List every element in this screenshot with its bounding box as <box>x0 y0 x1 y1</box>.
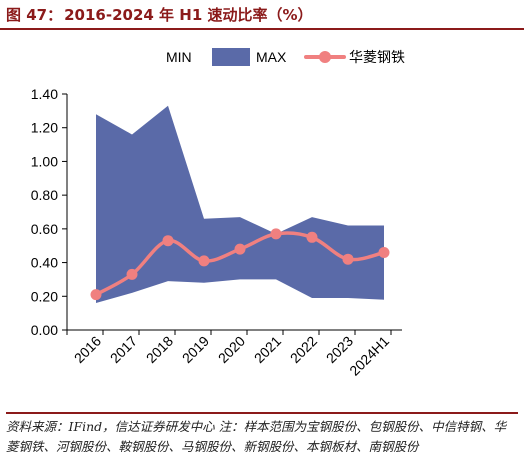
y-tick-label: 0.20 <box>31 288 58 304</box>
chart-title: 2016-2024 年 H1 速动比率（%） <box>64 5 313 24</box>
hualing-point <box>198 255 210 267</box>
legend-swatch-max <box>212 48 250 66</box>
figure-title: 图 47： 2016-2024 年 H1 速动比率（%） <box>0 0 524 30</box>
y-tick-label: 1.20 <box>31 120 58 136</box>
hualing-point <box>342 253 354 265</box>
hualing-point <box>162 235 174 247</box>
plot-area: 0.00 0.20 0.40 0.60 0.80 1.00 1.20 1.40 2016 2017… <box>31 86 402 379</box>
legend-item-max: MAX <box>212 48 287 66</box>
y-tick-label: 0.40 <box>31 255 58 271</box>
legend-item-min: MIN <box>166 49 192 65</box>
legend-label-max: MAX <box>256 49 287 65</box>
legend-swatch-marker <box>319 51 331 63</box>
y-tick-label: 0.80 <box>31 187 58 203</box>
legend-label-min: MIN <box>166 49 192 65</box>
y-tick-label: 1.40 <box>31 86 58 102</box>
x-tick-label: 2016 <box>71 333 104 366</box>
hualing-point <box>378 247 390 258</box>
chart-area: MIN MAX 华菱钢铁 0.00 0.20 0.40 0.60 0.80 1.00 1.2… <box>0 30 524 408</box>
y-tick-label: 0.60 <box>31 221 58 237</box>
hualing-point <box>306 231 318 243</box>
legend: MIN MAX 华菱钢铁 <box>166 48 405 66</box>
x-tick-label: 2020 <box>215 333 248 366</box>
y-tick-label: 0.00 <box>31 322 58 338</box>
legend-label-hualing: 华菱钢铁 <box>349 49 405 65</box>
figure-label: 图 47： <box>6 5 63 24</box>
y-tick-label: 1.00 <box>31 153 58 169</box>
hualing-point <box>234 243 246 255</box>
source-text: 资料来源：IFind，信达证券研发中心 注：样本范围为宝钢股份、包钢股份、中信特… <box>6 419 507 454</box>
x-tick-label: 2024H1 <box>346 333 392 379</box>
x-tick-label: 2018 <box>143 333 176 366</box>
x-tick-label: 2022 <box>287 333 320 366</box>
quick-ratio-chart: MIN MAX 华菱钢铁 0.00 0.20 0.40 0.60 0.80 1.00 1.2… <box>31 48 405 379</box>
legend-item-hualing: 华菱钢铁 <box>304 49 405 65</box>
min-max-band <box>96 105 384 303</box>
source-note: 资料来源：IFind，信达证券研发中心 注：样本范围为宝钢股份、包钢股份、中信特… <box>6 412 518 457</box>
hualing-point <box>126 268 138 280</box>
x-tick-label: 2017 <box>107 333 140 366</box>
x-tick-label: 2019 <box>179 333 212 366</box>
hualing-point <box>90 289 102 301</box>
hualing-point <box>270 228 282 240</box>
x-tick-label: 2021 <box>251 333 284 366</box>
